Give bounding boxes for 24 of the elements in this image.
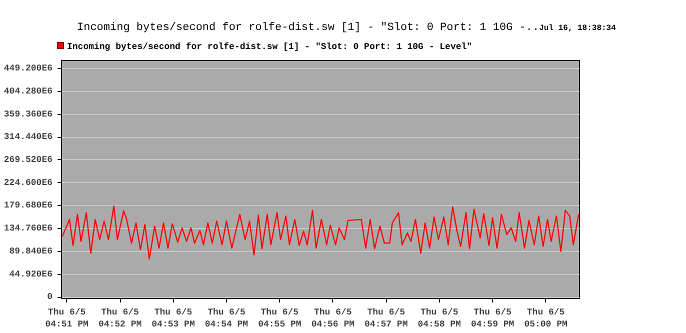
y-tick-label: 269.520E6 <box>4 154 52 165</box>
legend-label: Incoming bytes/second for rolfe-dist.sw [1] - "Slot: 0 Port: 1 10G - Level" <box>66 40 474 54</box>
y-tick-label: 0 <box>47 292 53 302</box>
text: Jul 16, 18:38:34 <box>539 24 616 33</box>
x-tick-label: Thu 6/5 04:58 PM <box>418 308 461 330</box>
y-tick-label: 44.920E6 <box>9 269 53 280</box>
x-tick-label: Thu 6/5 04:51 PM <box>45 308 88 330</box>
y-tick-label: 134.760E6 <box>4 224 52 234</box>
x-tick-label: Thu 6/5 04:55 PM <box>258 308 302 330</box>
y-tick-label: 224.600E6 <box>4 178 52 188</box>
y-tick-label: 449.200E6 <box>4 64 52 74</box>
y-tick-label: 179.680E6 <box>4 200 52 211</box>
y-tick-label: 359.360E6 <box>4 109 52 120</box>
x-tick-label: Thu 6/5 04:52 PM <box>98 308 142 330</box>
y-tick-label: 314.440E6 <box>4 132 52 142</box>
x-tick-label: Thu 6/5 04:57 PM <box>364 308 408 330</box>
x-tick-label: Thu 6/5 04:54 PM <box>204 308 248 330</box>
x-tick-label: Thu 6/5 05:00 PM <box>524 308 568 330</box>
x-tick-label: Thu 6/5 04:53 PM <box>152 308 195 330</box>
chart-title: Incoming bytes/second for rolfe-dist.sw [1] - "Slot: 0 Port: 1 10G -.. <box>77 22 540 34</box>
y-tick-label: 89.840E6 <box>9 246 53 256</box>
x-tick-label: Thu 6/5 04:56 PM <box>311 308 355 330</box>
x-tick-label: Thu 6/5 04:59 PM <box>470 308 514 330</box>
y-tick-label: 404.280E6 <box>4 86 52 96</box>
